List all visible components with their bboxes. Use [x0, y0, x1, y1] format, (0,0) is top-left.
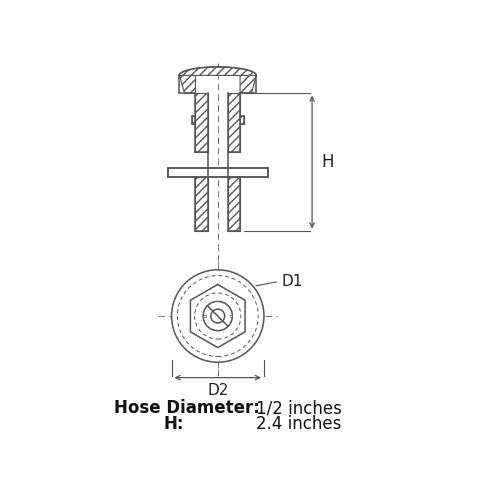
Text: H:: H: [164, 415, 184, 433]
Bar [203, 314, 206, 318]
Circle shape [172, 270, 264, 362]
Circle shape [203, 302, 232, 330]
Text: Hose Diameter:: Hose Diameter: [114, 400, 260, 417]
Polygon shape [228, 178, 240, 232]
Text: 2.4 inches: 2.4 inches [256, 415, 342, 433]
Text: D1: D1 [282, 274, 302, 289]
Polygon shape [179, 76, 196, 92]
Polygon shape [240, 76, 256, 92]
Polygon shape [228, 92, 240, 152]
Bar [168, 168, 268, 177]
Polygon shape [240, 116, 244, 124]
Text: D2: D2 [207, 382, 229, 398]
Polygon shape [179, 67, 256, 76]
Polygon shape [196, 92, 207, 152]
Bar [230, 314, 232, 318]
Text: 1/2 inches: 1/2 inches [256, 400, 342, 417]
Polygon shape [196, 178, 207, 232]
Polygon shape [192, 116, 196, 124]
Text: H: H [322, 153, 334, 171]
Circle shape [211, 309, 224, 323]
